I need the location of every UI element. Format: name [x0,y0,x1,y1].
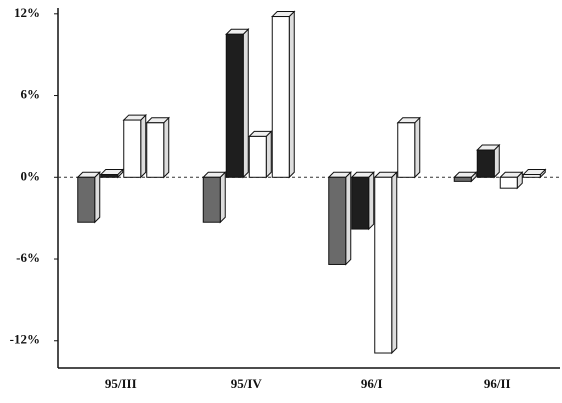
bar [123,119,142,178]
bar-side [414,116,421,179]
bar [77,176,96,223]
bar [351,176,370,230]
bar [271,16,290,178]
bar [476,149,495,178]
bar-side [163,116,170,179]
bar [522,174,541,178]
bar [202,176,221,223]
y-tick-label: -12% [10,332,40,347]
bar-side [368,171,375,231]
bar [248,135,267,178]
bar [225,33,244,178]
bar-side [219,171,226,224]
y-tick-label: -6% [16,250,40,265]
x-tick-label: 95/III [105,376,137,391]
y-tick-label: 12% [14,5,40,20]
bar-side [345,171,352,266]
bar [146,122,165,178]
bar-side [94,171,101,224]
bar-side [242,28,249,179]
bar [374,176,393,354]
bar [397,122,416,178]
bar [453,176,472,182]
y-tick-label: 0% [21,168,41,183]
x-tick-label: 96/II [484,376,511,391]
bar-side [140,113,147,179]
bar [328,176,347,265]
y-tick-label: 6% [21,87,41,102]
bar-side [288,10,295,179]
bar [100,174,119,178]
x-tick-label: 96/I [361,376,383,391]
bar-side [391,171,398,355]
bar [499,176,518,189]
x-tick-label: 95/IV [231,376,263,391]
bar-side [265,130,272,179]
